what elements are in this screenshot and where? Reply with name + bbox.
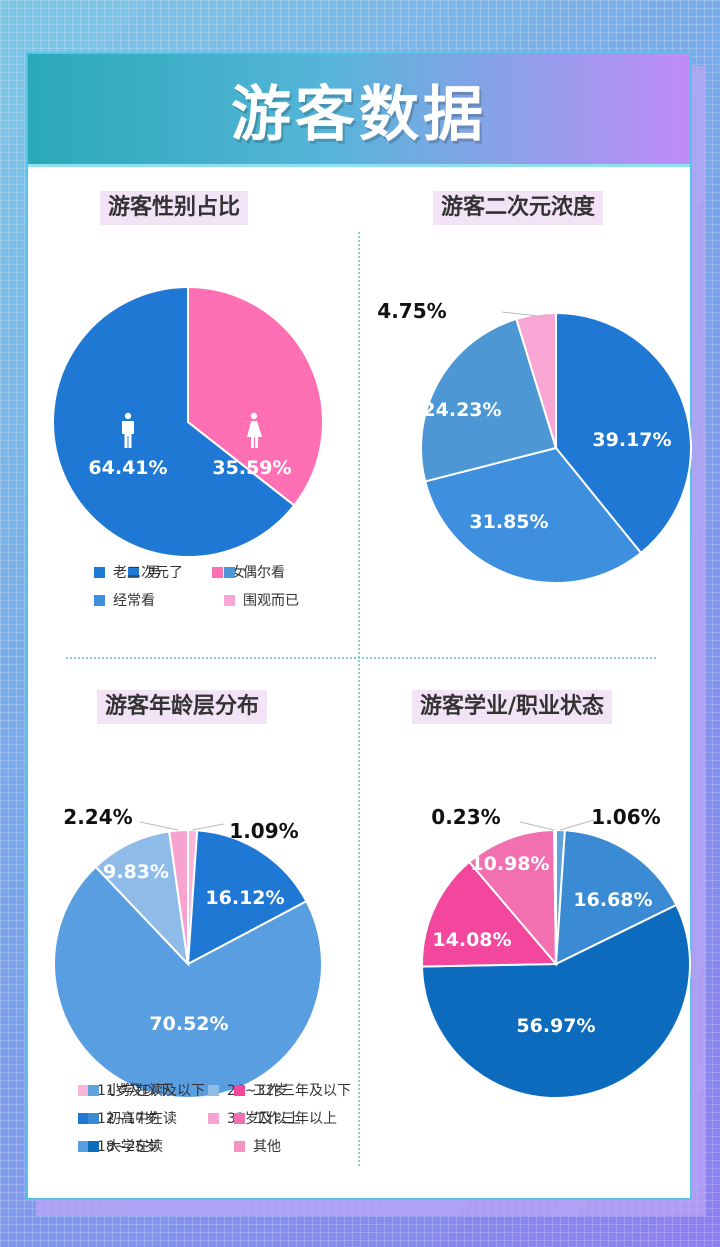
legend-item: 11岁及以下 — [78, 1080, 171, 1100]
legend-item: 初高中在读 — [88, 1108, 177, 1128]
legend-item: 老二次元了 — [94, 562, 183, 582]
age-pie-chart: 1.09% 16.12% 70.52% 9.83% 2.24% — [53, 805, 323, 1099]
legend-label: 男 — [147, 565, 161, 581]
data-label: 1.06% — [591, 805, 660, 829]
legend-item: 工作三年以上 — [234, 1108, 337, 1128]
legend-item: 其他 — [234, 1136, 281, 1156]
legend-swatch — [234, 1112, 245, 1124]
data-label: 39.17% — [592, 429, 671, 451]
legend-swatch — [212, 566, 223, 578]
legend-swatch — [224, 566, 235, 578]
legend-item: 偶尔看 — [224, 562, 285, 582]
female-icon — [247, 412, 262, 448]
data-label: 24.23% — [422, 399, 501, 421]
legend-swatch — [128, 566, 139, 578]
legend-swatch — [208, 1084, 219, 1096]
pie-slice — [423, 446, 643, 584]
leader-line — [559, 819, 595, 831]
legend-label: 工作三年以上 — [253, 1111, 337, 1127]
data-label: 4.75% — [377, 299, 446, 323]
acg-pie-chart: 39.17% 31.85% 24.23% 4.75% — [377, 299, 692, 584]
pie-slice — [52, 285, 296, 558]
leader-line — [191, 823, 225, 831]
legend-label: 18~25岁 — [97, 1139, 159, 1155]
data-card: 游客数据 游客性别占比 游客二次元浓度 游客年龄层分布 游客学业/职业状态 64… — [26, 52, 692, 1200]
legend-label: 经常看 — [113, 593, 155, 609]
leader-line — [519, 821, 555, 831]
data-label: 56.97% — [516, 1015, 595, 1037]
data-label: 64.41% — [88, 457, 167, 479]
data-label: 0.23% — [431, 805, 500, 829]
legend-label: 大学在读 — [107, 1139, 163, 1155]
legend-item: 围观而已 — [224, 590, 299, 610]
legend-label: 老二次元了 — [113, 565, 183, 581]
vertical-divider — [358, 232, 360, 1166]
pie-slice — [186, 829, 308, 966]
gender-chart-title: 游客性别占比 — [100, 191, 249, 225]
legend-label: 初高中在读 — [107, 1111, 177, 1127]
legend-swatch — [88, 1084, 99, 1096]
pie-slice — [53, 865, 323, 1099]
data-label: 9.83% — [103, 861, 169, 883]
legend-swatch — [234, 1140, 245, 1152]
pie-slice — [554, 829, 678, 966]
acg-chart-title: 游客二次元浓度 — [433, 191, 604, 225]
data-label: 2.24% — [63, 805, 132, 829]
legend-item: 大学在读 — [88, 1136, 163, 1156]
legend-label: 围观而已 — [243, 593, 299, 609]
legend-item: 12~17岁 — [78, 1108, 158, 1128]
leader-line — [139, 821, 179, 831]
legend-swatch — [94, 566, 105, 578]
occupation-chart-title: 游客学业/职业状态 — [412, 690, 613, 724]
legend-item: 小学在读及以下 — [88, 1080, 205, 1100]
legend-swatch — [88, 1140, 99, 1152]
pie-slice — [515, 311, 557, 449]
legend-label: 33岁及以上 — [227, 1111, 301, 1127]
legend-swatch — [224, 594, 235, 606]
occupation-pie-chart: 1.06% 16.68% 56.97% 14.08% 10.98% 0.23% — [421, 805, 691, 1099]
gender-pie-chart: 64.41% 35.59% — [52, 285, 324, 558]
legend-label: 偶尔看 — [243, 565, 285, 581]
pie-slice — [187, 285, 324, 507]
legend-swatch — [94, 594, 105, 606]
data-label: 1.09% — [229, 819, 298, 843]
legend-swatch — [88, 1112, 99, 1124]
legend-swatch — [208, 1112, 219, 1124]
horizontal-divider — [66, 657, 656, 659]
leader-line — [501, 311, 539, 317]
data-label: 35.59% — [212, 457, 291, 479]
legend-label: 其他 — [253, 1139, 281, 1155]
legend-label: 工作三年及以下 — [253, 1083, 351, 1099]
legend-label: 小学在读及以下 — [107, 1083, 205, 1099]
page-title: 游客数据 — [231, 79, 487, 150]
legend-item: 经常看 — [94, 590, 155, 610]
data-label: 70.52% — [149, 1013, 228, 1035]
pie-slice — [553, 828, 557, 965]
age-chart-title: 游客年龄层分布 — [97, 690, 268, 724]
legend-label: 12~17岁 — [97, 1111, 159, 1127]
legend-label: 11岁及以下 — [97, 1083, 171, 1099]
legend-item: 工作三年及以下 — [234, 1080, 351, 1100]
data-label: 10.98% — [470, 853, 549, 875]
legend-swatch — [234, 1084, 245, 1096]
pie-slice — [168, 828, 189, 965]
data-label: 16.68% — [573, 889, 652, 911]
header-banner: 游客数据 — [28, 54, 690, 167]
data-label: 31.85% — [469, 511, 548, 533]
pie-slice — [421, 903, 691, 1099]
pie-slice — [94, 830, 190, 967]
male-icon — [122, 412, 134, 448]
data-label: 16.12% — [205, 887, 284, 909]
legend-swatch — [78, 1140, 89, 1152]
legend-swatch — [78, 1112, 89, 1124]
legend-item: 33岁及以上 — [208, 1108, 301, 1128]
pie-slice — [555, 311, 692, 555]
legend-item: 男 — [128, 562, 161, 582]
legend-item: 18~25岁 — [78, 1136, 158, 1156]
data-label: 14.08% — [432, 929, 511, 951]
pie-slice — [420, 317, 558, 483]
pie-slice — [467, 828, 558, 967]
legend-swatch — [78, 1084, 89, 1096]
pie-slice — [421, 860, 559, 968]
